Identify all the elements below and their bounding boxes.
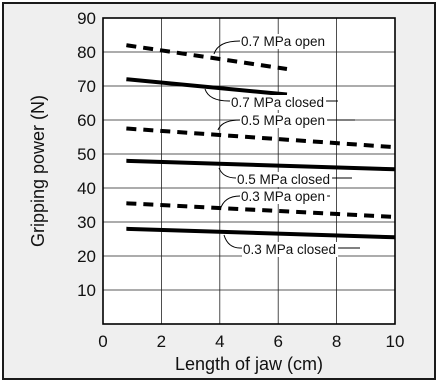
annotation-leaders <box>204 40 360 249</box>
series-line-2 <box>126 126 396 150</box>
x-tick-label: 2 <box>157 332 166 351</box>
series-annotations: 0.7 MPa open 0.7 MPa closed 0.5 MPa open 0.… <box>230 34 339 257</box>
series-lines <box>126 43 396 240</box>
series-annotation-0: 0.7 MPa open <box>241 34 325 49</box>
plot-border <box>102 17 396 325</box>
annotation-leader <box>223 234 360 249</box>
series-line-5 <box>126 226 396 240</box>
series-annotation-3: 0.5 MPa closed <box>237 172 330 187</box>
y-tick-label: 20 <box>77 247 96 266</box>
annotation-leader <box>213 40 318 55</box>
y-tick-label: 60 <box>77 111 96 130</box>
annotation-backdrop <box>240 189 328 204</box>
plot-area <box>103 18 395 324</box>
annotation-leader <box>219 195 330 211</box>
series-line-4 <box>126 201 396 219</box>
x-axis-label: Length of jaw (cm) <box>175 354 323 374</box>
annotation-backdrop <box>242 242 339 257</box>
annotation-backdrop <box>230 95 327 110</box>
annotation-backdrop <box>240 113 328 128</box>
y-tick-label: 70 <box>77 77 96 96</box>
x-tick-label: 0 <box>98 332 107 351</box>
x-tick-label: 8 <box>332 332 341 351</box>
series-annotation-4: 0.3 MPa open <box>241 189 325 204</box>
annotation-leader <box>204 88 338 102</box>
y-tick-label: 40 <box>77 179 96 198</box>
annotation-leader <box>217 119 355 131</box>
series-line-3 <box>126 158 396 172</box>
y-tick-label: 50 <box>77 145 96 164</box>
y-axis-label: Gripping power (N) <box>28 95 48 247</box>
x-tick-label: 10 <box>386 332 405 351</box>
annotation-backdrop <box>236 172 333 187</box>
series-line-1 <box>126 77 288 97</box>
y-tick-label: 10 <box>77 281 96 300</box>
series-annotation-5: 0.3 MPa closed <box>243 242 336 257</box>
y-tick-label: 80 <box>77 43 96 62</box>
annotation-leader <box>218 167 352 179</box>
x-tick-labels: 0 2 4 6 8 10 <box>98 332 404 351</box>
x-tick-label: 6 <box>273 332 282 351</box>
annotation-backdrop <box>240 34 328 49</box>
series-annotation-1: 0.7 MPa closed <box>231 95 324 110</box>
y-tick-label: 90 <box>77 9 96 28</box>
x-tick-label: 4 <box>215 332 224 351</box>
series-annotation-2: 0.5 MPa open <box>241 113 325 128</box>
y-tick-label: 30 <box>77 213 96 232</box>
y-tick-labels: 10 20 30 40 50 60 70 80 90 <box>77 9 96 300</box>
